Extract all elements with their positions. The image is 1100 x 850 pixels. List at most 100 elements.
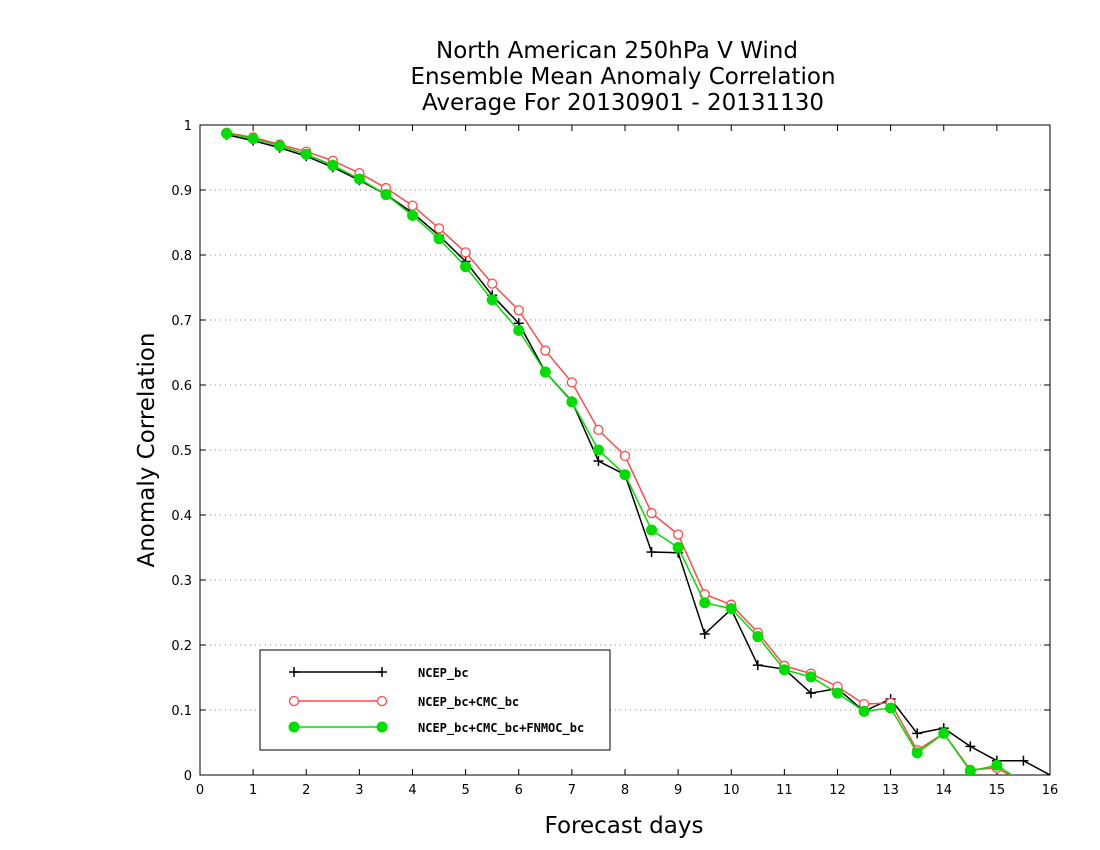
y-tick-label: 0.9 — [171, 184, 192, 199]
y-tick-label: 0.6 — [171, 379, 192, 394]
chart-title: North American 250hPa V Wind Ensemble Me… — [410, 38, 835, 116]
y-tick-label: 0.3 — [171, 574, 192, 589]
gridlines — [200, 189, 1050, 711]
data-point — [938, 727, 950, 739]
data-point — [566, 396, 578, 408]
data-point — [858, 705, 870, 717]
data-point — [912, 728, 923, 739]
data-point — [460, 247, 471, 258]
data-point — [911, 747, 923, 759]
chart-title-line-2: Ensemble Mean Anomaly Correlation — [410, 64, 835, 90]
x-tick-label: 9 — [674, 783, 682, 798]
data-point — [274, 140, 286, 152]
data-point — [965, 741, 976, 752]
data-series — [221, 127, 1050, 775]
data-point — [805, 688, 816, 699]
x-tick-label: 0 — [196, 783, 204, 798]
data-point — [380, 189, 392, 201]
legend-marker-start — [288, 721, 300, 733]
y-tick-label: 1 — [184, 119, 192, 134]
x-tick-label: 13 — [882, 783, 899, 798]
x-tick-label: 8 — [621, 783, 629, 798]
y-tick-label: 0.4 — [171, 509, 192, 524]
data-point — [619, 450, 631, 462]
axis-ticks: 00.10.20.30.40.50.60.70.80.910 1 2 3 4 5 6 7 8 9 1… — [171, 119, 1058, 798]
x-tick-label: 14 — [935, 783, 952, 798]
legend-marker-start — [289, 667, 299, 677]
x-tick-label: 2 — [302, 783, 310, 798]
data-point — [327, 159, 339, 171]
x-tick-label: 1 — [249, 783, 257, 798]
data-point — [566, 377, 578, 388]
data-point — [672, 542, 684, 553]
data-point — [407, 209, 418, 221]
data-point — [1018, 755, 1029, 766]
data-point — [619, 469, 631, 481]
y-tick-label: 0.5 — [171, 444, 192, 459]
legend: NCEP_bc NCEP_bc+CMC_bc NCEP_bc+CMC_bc+FNMO… — [259, 649, 611, 751]
x-axis-label: Forecast days — [545, 813, 704, 839]
data-point — [353, 173, 365, 185]
data-point — [646, 547, 657, 558]
legend-label-1: NCEP_bc+CMC_bc — [418, 695, 519, 710]
data-point — [221, 127, 233, 139]
data-point — [672, 529, 684, 540]
data-point — [646, 507, 657, 519]
data-point — [539, 366, 551, 378]
data-point — [513, 324, 525, 336]
data-point — [593, 456, 604, 467]
data-point — [540, 345, 551, 356]
x-tick-label: 4 — [408, 783, 416, 798]
y-axis-label: Anomaly Correlation — [134, 332, 160, 567]
y-tick-label: 0.7 — [171, 314, 192, 329]
x-tick-label: 3 — [355, 783, 363, 798]
data-point — [752, 631, 764, 643]
x-tick-label: 15 — [989, 783, 1006, 798]
legend-marker-end — [377, 667, 387, 677]
data-point — [646, 524, 658, 536]
data-point — [433, 233, 445, 245]
legend-label-0: NCEP_bc — [418, 666, 469, 681]
x-tick-label: 12 — [829, 783, 846, 798]
x-tick-label: 5 — [461, 783, 469, 798]
legend-box — [259, 649, 611, 751]
data-point — [460, 261, 472, 273]
y-tick-label: 0.2 — [171, 639, 192, 654]
series-line — [226, 134, 1050, 775]
data-point — [486, 294, 498, 306]
data-point — [407, 200, 418, 211]
data-point — [247, 133, 259, 145]
legend-marker-end — [376, 695, 388, 707]
x-tick-label: 10 — [723, 783, 740, 798]
legend-marker-start — [288, 695, 300, 707]
data-point — [752, 660, 763, 671]
data-point — [964, 765, 976, 775]
y-tick-label: 0.1 — [171, 704, 192, 719]
legend-label-2: NCEP_bc+CMC_bc+FNMOC_bc — [418, 721, 584, 736]
y-tick-label: 0 — [184, 769, 192, 784]
x-tick-label: 11 — [776, 783, 793, 798]
data-point — [487, 278, 498, 289]
data-point — [778, 664, 790, 676]
data-point — [699, 628, 710, 639]
data-point — [725, 603, 737, 615]
x-tick-label: 16 — [1042, 783, 1059, 798]
y-tick-label: 0.8 — [171, 249, 192, 264]
legend-marker-end — [376, 721, 388, 733]
data-point — [832, 687, 843, 699]
data-point — [513, 305, 524, 316]
data-point — [805, 671, 817, 683]
data-point — [593, 424, 604, 436]
x-tick-label: 7 — [568, 783, 576, 798]
data-point — [699, 597, 711, 609]
data-point — [885, 702, 897, 714]
chart-title-line-1: North American 250hPa V Wind — [436, 38, 798, 64]
data-point — [991, 759, 1003, 771]
series-2 — [221, 127, 1014, 775]
data-point — [433, 223, 445, 234]
x-tick-label: 6 — [515, 783, 523, 798]
data-point — [592, 444, 604, 456]
chart-title-line-3: Average For 20130901 - 20131130 — [422, 90, 824, 116]
data-point — [300, 148, 312, 160]
